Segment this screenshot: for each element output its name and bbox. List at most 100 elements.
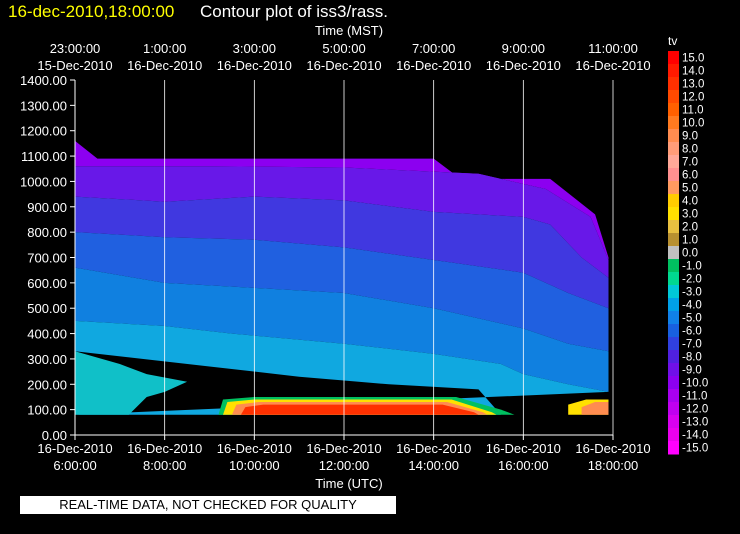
contour-bands xyxy=(75,140,609,415)
contour-band-5 xyxy=(75,320,609,415)
colorbar-swatch-24 xyxy=(668,363,679,377)
y-tick-labels: 0.00 100.00 200.00 300.00 400.00 500.00 600.00… xyxy=(20,73,75,443)
x-tick-date-2: 16-Dec-2010 xyxy=(217,441,292,456)
colorbar-label-26: -11.0 xyxy=(682,391,707,403)
colorbar-swatch-5 xyxy=(668,116,679,130)
colorbar-label-17: -2.0 xyxy=(682,274,702,286)
colorbar-label-11: 4.0 xyxy=(682,196,698,208)
x-tick-time-5: 16:00:00 xyxy=(498,458,549,473)
contour-band-6 xyxy=(75,351,188,415)
colorbar-swatch-9 xyxy=(668,168,679,182)
colorbar-swatch-26 xyxy=(668,389,679,403)
contour-band-10 xyxy=(240,404,479,415)
colorbar-label-9: 6.0 xyxy=(682,170,698,182)
mst-tick-date-6: 16-Dec-2010 xyxy=(575,58,650,73)
colorbar: 15.014.013.012.011.010.09.08.07.06.05.04… xyxy=(668,51,708,455)
y-tick-label-2: 200.00 xyxy=(27,377,67,392)
colorbar-label-1: 14.0 xyxy=(682,66,704,78)
x-tick-time-0: 6:00:00 xyxy=(53,458,96,473)
colorbar-label-27: -12.0 xyxy=(682,404,708,416)
mst-tick-time-2: 3:00:00 xyxy=(233,41,276,56)
colorbar-swatch-15 xyxy=(668,246,679,260)
colorbar-label-6: 9.0 xyxy=(682,131,698,143)
contour-band-2 xyxy=(75,196,609,309)
colorbar-swatch-30 xyxy=(668,441,679,455)
y-tick-label-12: 1200.00 xyxy=(20,124,67,139)
colorbar-swatch-0 xyxy=(668,51,679,65)
colorbar-label-14: 1.0 xyxy=(682,235,698,247)
colorbar-label-18: -3.0 xyxy=(682,287,702,299)
colorbar-swatch-12 xyxy=(668,207,679,221)
colorbar-label-19: -4.0 xyxy=(682,300,702,312)
mst-axis-label: Time (MST) xyxy=(315,23,383,38)
colorbar-swatch-18 xyxy=(668,285,679,299)
colorbar-label-13: 2.0 xyxy=(682,222,698,234)
x-tick-time-3: 12:00:00 xyxy=(319,458,370,473)
x-tick-time-6: 18:00:00 xyxy=(588,458,639,473)
y-tick-label-3: 300.00 xyxy=(27,352,67,367)
colorbar-label-15: 0.0 xyxy=(682,248,698,260)
x-tick-date-4: 16-Dec-2010 xyxy=(396,441,471,456)
mst-tick-date-2: 16-Dec-2010 xyxy=(217,58,292,73)
colorbar-label-8: 7.0 xyxy=(682,157,698,169)
colorbar-swatch-4 xyxy=(668,103,679,117)
y-tick-label-6: 600.00 xyxy=(27,276,67,291)
colorbar-swatch-22 xyxy=(668,337,679,351)
colorbar-label-2: 13.0 xyxy=(682,79,704,91)
x-tick-date-1: 16-Dec-2010 xyxy=(127,441,202,456)
contour-band-1 xyxy=(75,166,609,278)
colorbar-swatch-16 xyxy=(668,259,679,273)
mst-tick-time-4: 7:00:00 xyxy=(412,41,455,56)
colorbar-swatch-23 xyxy=(668,350,679,364)
colorbar-swatch-14 xyxy=(668,233,679,247)
y-tick-label-14: 1400.00 xyxy=(20,73,67,88)
colorbar-swatch-10 xyxy=(668,181,679,195)
mst-tick-date-1: 16-Dec-2010 xyxy=(127,58,202,73)
mst-tick-date-3: 16-Dec-2010 xyxy=(306,58,381,73)
x-tick-time-2: 10:00:00 xyxy=(229,458,280,473)
contour-band-4 xyxy=(75,267,609,392)
colorbar-swatch-7 xyxy=(668,142,679,156)
colorbar-swatch-28 xyxy=(668,415,679,429)
y-tick-label-13: 1300.00 xyxy=(20,98,67,113)
x-tick-date-0: 16-Dec-2010 xyxy=(37,441,112,456)
mst-tick-time-3: 5:00:00 xyxy=(322,41,365,56)
mst-tick-date-4: 16-Dec-2010 xyxy=(396,58,471,73)
contour-band-12 xyxy=(581,402,609,415)
mst-tick-date-0: 15-Dec-2010 xyxy=(37,58,112,73)
contour-band-3 xyxy=(75,232,609,352)
colorbar-label: tv xyxy=(668,34,677,48)
colorbar-label-24: -9.0 xyxy=(682,365,702,377)
y-tick-label-4: 400.00 xyxy=(27,327,67,342)
quality-banner: REAL-TIME DATA, NOT CHECKED FOR QUALITY xyxy=(20,496,396,514)
colorbar-label-16: -1.0 xyxy=(682,261,702,273)
colorbar-swatch-17 xyxy=(668,272,679,286)
y-tick-label-7: 700.00 xyxy=(27,251,67,266)
colorbar-swatch-29 xyxy=(668,428,679,442)
colorbar-label-0: 15.0 xyxy=(682,53,704,65)
plot-timestamp: 16-dec-2010,18:00:00 xyxy=(8,2,175,21)
colorbar-swatch-25 xyxy=(668,376,679,390)
x-tick-date-3: 16-Dec-2010 xyxy=(306,441,381,456)
colorbar-swatch-3 xyxy=(668,90,679,104)
colorbar-label-10: 5.0 xyxy=(682,183,698,195)
colorbar-label-29: -14.0 xyxy=(682,430,708,442)
mst-tick-time-0: 23:00:00 xyxy=(50,41,101,56)
colorbar-label-30: -15.0 xyxy=(682,443,708,455)
colorbar-label-20: -5.0 xyxy=(682,313,702,325)
contour-band-0 xyxy=(75,140,609,260)
colorbar-swatch-20 xyxy=(668,311,679,325)
mst-tick-time-1: 1:00:00 xyxy=(143,41,186,56)
grid-lines xyxy=(164,80,614,435)
colorbar-swatch-8 xyxy=(668,155,679,169)
colorbar-label-22: -7.0 xyxy=(682,339,702,351)
plot-title: Contour plot of iss3/rass. xyxy=(200,2,389,21)
mst-tick-date-5: 16-Dec-2010 xyxy=(486,58,561,73)
colorbar-swatch-21 xyxy=(668,324,679,338)
colorbar-swatch-11 xyxy=(668,194,679,208)
colorbar-label-12: 3.0 xyxy=(682,209,698,221)
colorbar-swatch-2 xyxy=(668,77,679,91)
colorbar-swatch-27 xyxy=(668,402,679,416)
x-tick-date-6: 16-Dec-2010 xyxy=(575,441,650,456)
